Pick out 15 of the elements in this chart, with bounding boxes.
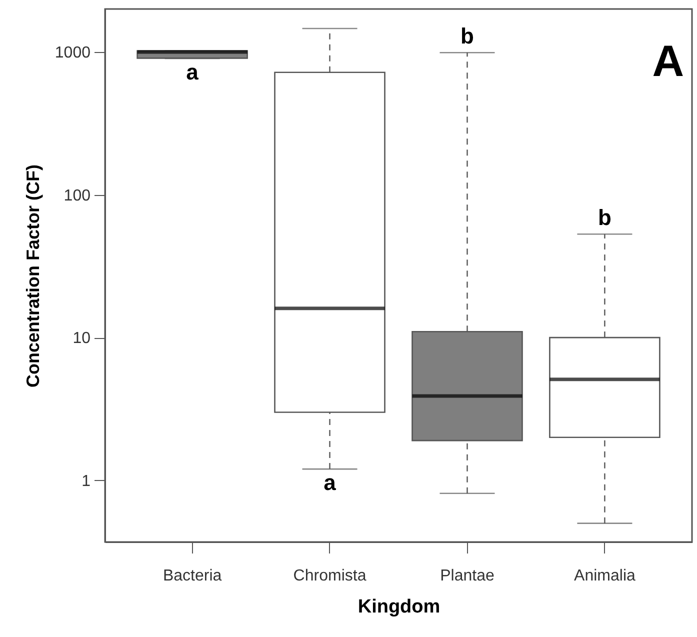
x-axis-title: Kingdom [358,596,440,618]
y-axis-title: Concentration Factor (CF) [22,164,43,388]
y-tick-label: 1000 [54,44,91,62]
y-tick-label: 1 [82,472,91,490]
y-tick-label: 10 [72,330,91,348]
annotation: a [186,60,200,85]
annotation: a [324,470,337,496]
x-tick-label: Chromista [293,568,366,584]
y-tick-label: 100 [64,187,91,204]
x-tick-label: Animalia [574,568,636,584]
annotation: b [598,205,612,230]
x-tick-label: Plantae [440,568,494,584]
annotation: A [652,37,684,86]
x-tick-label: Bacteria [162,568,222,584]
annotation: b [460,24,474,49]
